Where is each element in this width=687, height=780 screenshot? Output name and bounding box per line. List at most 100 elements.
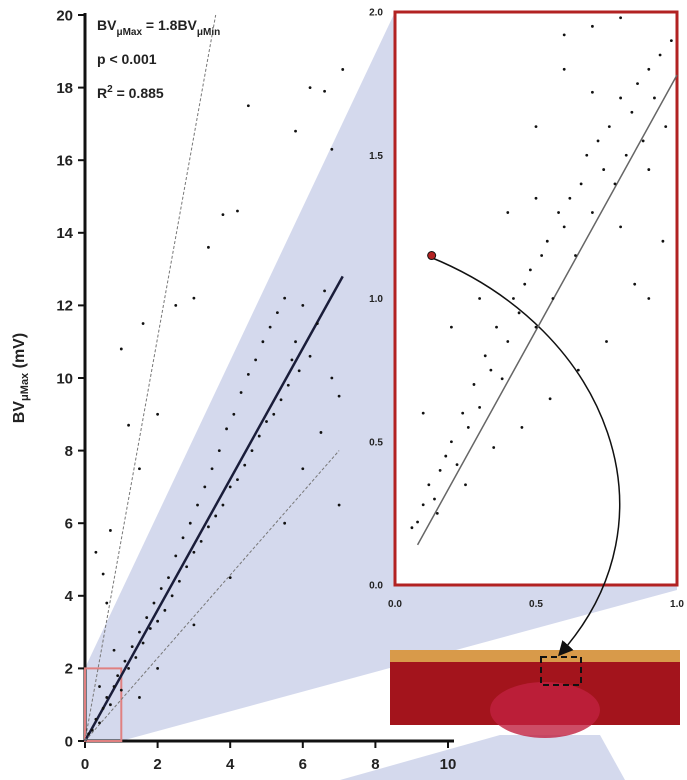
point <box>124 660 127 663</box>
y-tick-label: 1.5 <box>369 151 383 162</box>
point <box>518 311 521 314</box>
point <box>156 620 159 623</box>
point <box>200 540 203 543</box>
x-tick-label: 8 <box>371 756 379 773</box>
point <box>630 111 633 114</box>
point <box>341 68 344 71</box>
point <box>535 326 538 329</box>
point <box>478 297 481 300</box>
x-tick-label: 2 <box>153 756 161 773</box>
point <box>320 431 323 434</box>
y-tick-label: 20 <box>56 7 73 24</box>
point <box>529 268 532 271</box>
point <box>636 82 639 85</box>
point <box>670 39 673 42</box>
point <box>207 246 210 249</box>
point <box>338 395 341 398</box>
point <box>563 68 566 71</box>
point <box>98 721 101 724</box>
point <box>94 718 97 721</box>
point <box>591 25 594 28</box>
y-label-part: BV <box>11 401 28 424</box>
point <box>535 197 538 200</box>
point <box>662 240 665 243</box>
point <box>501 377 504 380</box>
point <box>94 551 97 554</box>
annotation: R2 = 0.885 <box>97 84 164 101</box>
point <box>225 427 228 430</box>
point <box>138 467 141 470</box>
point <box>489 369 492 372</box>
point <box>422 412 425 415</box>
point <box>102 573 105 576</box>
point <box>535 125 538 128</box>
point <box>283 522 286 525</box>
point <box>163 609 166 612</box>
point <box>549 397 552 400</box>
point <box>265 420 268 423</box>
point <box>614 183 617 186</box>
point <box>427 483 430 486</box>
point <box>433 498 436 501</box>
point <box>109 703 112 706</box>
annotation: BVμMax = 1.8BVμMin <box>97 17 220 38</box>
x-tick-label: 0.5 <box>529 599 543 610</box>
point <box>193 623 196 626</box>
annotation-part: BV <box>97 17 117 33</box>
point <box>156 667 159 670</box>
point <box>642 140 645 143</box>
point <box>272 413 275 416</box>
x-tick-label: 0.0 <box>388 599 402 610</box>
point <box>512 297 515 300</box>
point <box>467 426 470 429</box>
y-tick-label: 6 <box>65 515 73 532</box>
point <box>294 130 297 133</box>
point <box>214 515 217 518</box>
x-tick-label: 10 <box>440 756 457 773</box>
inset-frame <box>395 12 677 585</box>
point <box>495 326 498 329</box>
annotation-part: p < 0.001 <box>97 51 157 67</box>
x-tick-label: 6 <box>299 756 307 773</box>
point <box>280 398 283 401</box>
point <box>149 627 152 630</box>
point <box>113 649 116 652</box>
point <box>608 125 611 128</box>
point <box>597 140 600 143</box>
point <box>105 602 108 605</box>
point <box>619 225 622 228</box>
point <box>338 504 341 507</box>
point <box>120 689 123 692</box>
point <box>142 322 145 325</box>
point <box>98 685 101 688</box>
y-label-part: μMax <box>19 372 31 401</box>
point <box>211 467 214 470</box>
point <box>185 565 188 568</box>
point <box>563 225 566 228</box>
point <box>439 469 442 472</box>
point <box>301 467 304 470</box>
annotation-part: = 1.8BV <box>142 17 198 33</box>
point <box>258 435 261 438</box>
point <box>653 97 656 100</box>
point <box>247 104 250 107</box>
point <box>647 168 650 171</box>
y-tick-label: 0.5 <box>369 437 383 448</box>
point <box>664 125 667 128</box>
point <box>203 486 206 489</box>
point <box>619 97 622 100</box>
point <box>619 16 622 19</box>
y-tick-label: 4 <box>65 588 74 605</box>
point <box>247 373 250 376</box>
point <box>138 696 141 699</box>
point <box>116 674 119 677</box>
point <box>330 377 333 380</box>
point <box>633 283 636 286</box>
point <box>127 667 130 670</box>
point <box>450 440 453 443</box>
y-tick-label: 8 <box>65 443 73 460</box>
point <box>261 340 264 343</box>
point <box>568 197 571 200</box>
point <box>174 554 177 557</box>
annotation-part: μMax <box>116 27 142 38</box>
